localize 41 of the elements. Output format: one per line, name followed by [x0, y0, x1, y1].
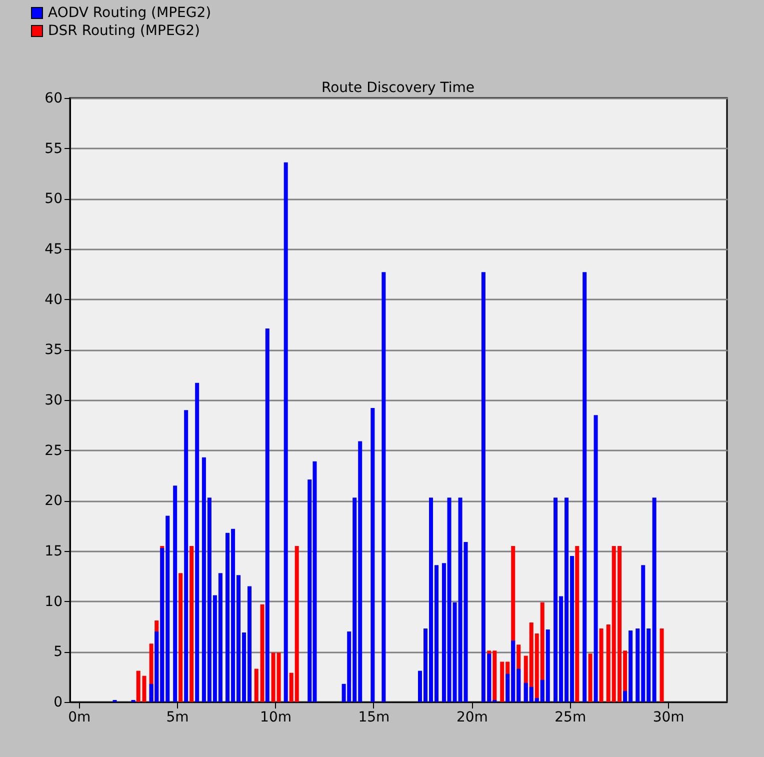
y-tick-label: 55 — [44, 140, 62, 157]
bar — [190, 546, 194, 702]
y-tick-label: 25 — [44, 442, 62, 459]
bar — [599, 628, 604, 702]
bar — [254, 668, 258, 702]
y-tick-label: 10 — [44, 594, 62, 610]
bar — [184, 410, 188, 702]
y-tick-label: 5 — [54, 644, 62, 660]
x-tick-label: 25m — [554, 710, 586, 726]
bar — [195, 382, 200, 702]
y-tick-label: 0 — [54, 694, 62, 710]
bar — [588, 654, 592, 702]
x-tick-label: 10m — [260, 710, 292, 726]
y-tick-label: 60 — [44, 90, 62, 106]
y-tick-label: 15 — [44, 544, 62, 560]
x-tick-label: 5m — [166, 710, 189, 726]
y-tick-label: 50 — [44, 191, 62, 208]
bar — [178, 573, 183, 702]
bar — [265, 328, 270, 702]
y-tick-label: 35 — [44, 342, 62, 358]
chart-title: Route Discovery Time — [322, 80, 474, 96]
bar — [582, 272, 587, 702]
y-tick-label: 45 — [44, 242, 62, 258]
y-tick-label: 40 — [44, 292, 62, 308]
bar — [284, 162, 288, 702]
bar — [575, 546, 580, 702]
bar — [660, 628, 664, 702]
bar — [594, 415, 598, 702]
bar — [652, 498, 656, 702]
bar — [370, 408, 375, 702]
x-tick-label: 30m — [652, 710, 684, 726]
bar — [260, 604, 264, 702]
x-tick-label: 15m — [358, 710, 390, 726]
legend-label: DSR Routing (MPEG2) — [48, 23, 200, 39]
y-tick-label: 20 — [44, 493, 62, 510]
x-tick-label: 0m — [68, 710, 91, 726]
legend-label: AODV Routing (MPEG2) — [48, 5, 212, 21]
bar — [382, 272, 386, 702]
y-tick-label: 30 — [44, 392, 62, 408]
bar — [173, 486, 178, 702]
x-tick-label: 20m — [456, 710, 488, 726]
